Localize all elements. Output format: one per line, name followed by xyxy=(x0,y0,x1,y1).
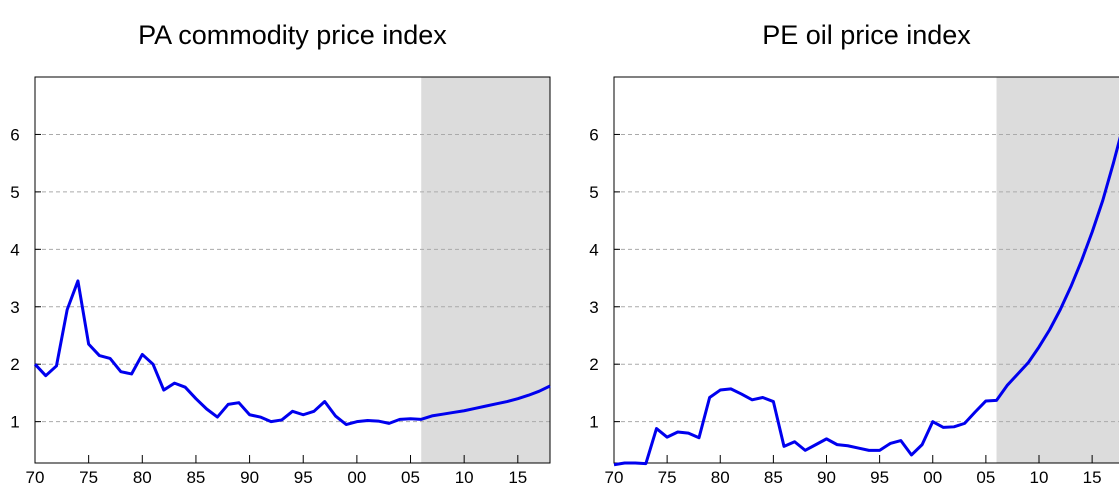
x-tick-label: 75 xyxy=(658,468,677,487)
x-tick-label: 95 xyxy=(870,468,889,487)
x-tick-label: 10 xyxy=(1030,468,1049,487)
forecast-shade xyxy=(996,77,1119,463)
y-tick-label: 1 xyxy=(10,413,19,432)
y-tick-label: 6 xyxy=(589,125,598,144)
x-tick-label: 70 xyxy=(26,468,45,487)
x-tick-label: 10 xyxy=(455,468,474,487)
x-tick-label: 00 xyxy=(347,468,366,487)
x-tick-label: 80 xyxy=(133,468,152,487)
x-tick-label: 05 xyxy=(976,468,995,487)
y-tick-label: 2 xyxy=(589,355,598,374)
chart-title: PA commodity price index xyxy=(138,20,447,50)
x-tick-label: 75 xyxy=(79,468,98,487)
y-tick-label: 5 xyxy=(589,183,598,202)
data-line xyxy=(613,136,1119,467)
y-tick-label: 6 xyxy=(10,125,19,144)
chart-title: PE oil price index xyxy=(762,20,971,50)
y-tick-label: 3 xyxy=(10,298,19,317)
forecast-shade xyxy=(421,77,550,463)
y-tick-label: 2 xyxy=(10,355,19,374)
x-tick-label: 00 xyxy=(923,468,942,487)
x-tick-label: 15 xyxy=(1083,468,1102,487)
x-tick-label: 90 xyxy=(240,468,259,487)
y-tick-label: 1 xyxy=(589,413,598,432)
x-tick-label: 70 xyxy=(605,468,624,487)
y-tick-label: 4 xyxy=(589,240,598,259)
y-tick-label: 4 xyxy=(10,240,19,259)
x-tick-label: 05 xyxy=(401,468,420,487)
x-tick-label: 15 xyxy=(508,468,527,487)
plot-frame xyxy=(34,76,551,464)
x-tick-label: 95 xyxy=(294,468,313,487)
x-tick-label: 85 xyxy=(764,468,783,487)
plot-frame xyxy=(613,76,1119,464)
y-tick-label: 5 xyxy=(10,183,19,202)
data-line xyxy=(33,279,551,427)
x-tick-label: 85 xyxy=(186,468,205,487)
x-tick-label: 80 xyxy=(711,468,730,487)
x-tick-label: 90 xyxy=(817,468,836,487)
y-tick-label: 3 xyxy=(589,298,598,317)
